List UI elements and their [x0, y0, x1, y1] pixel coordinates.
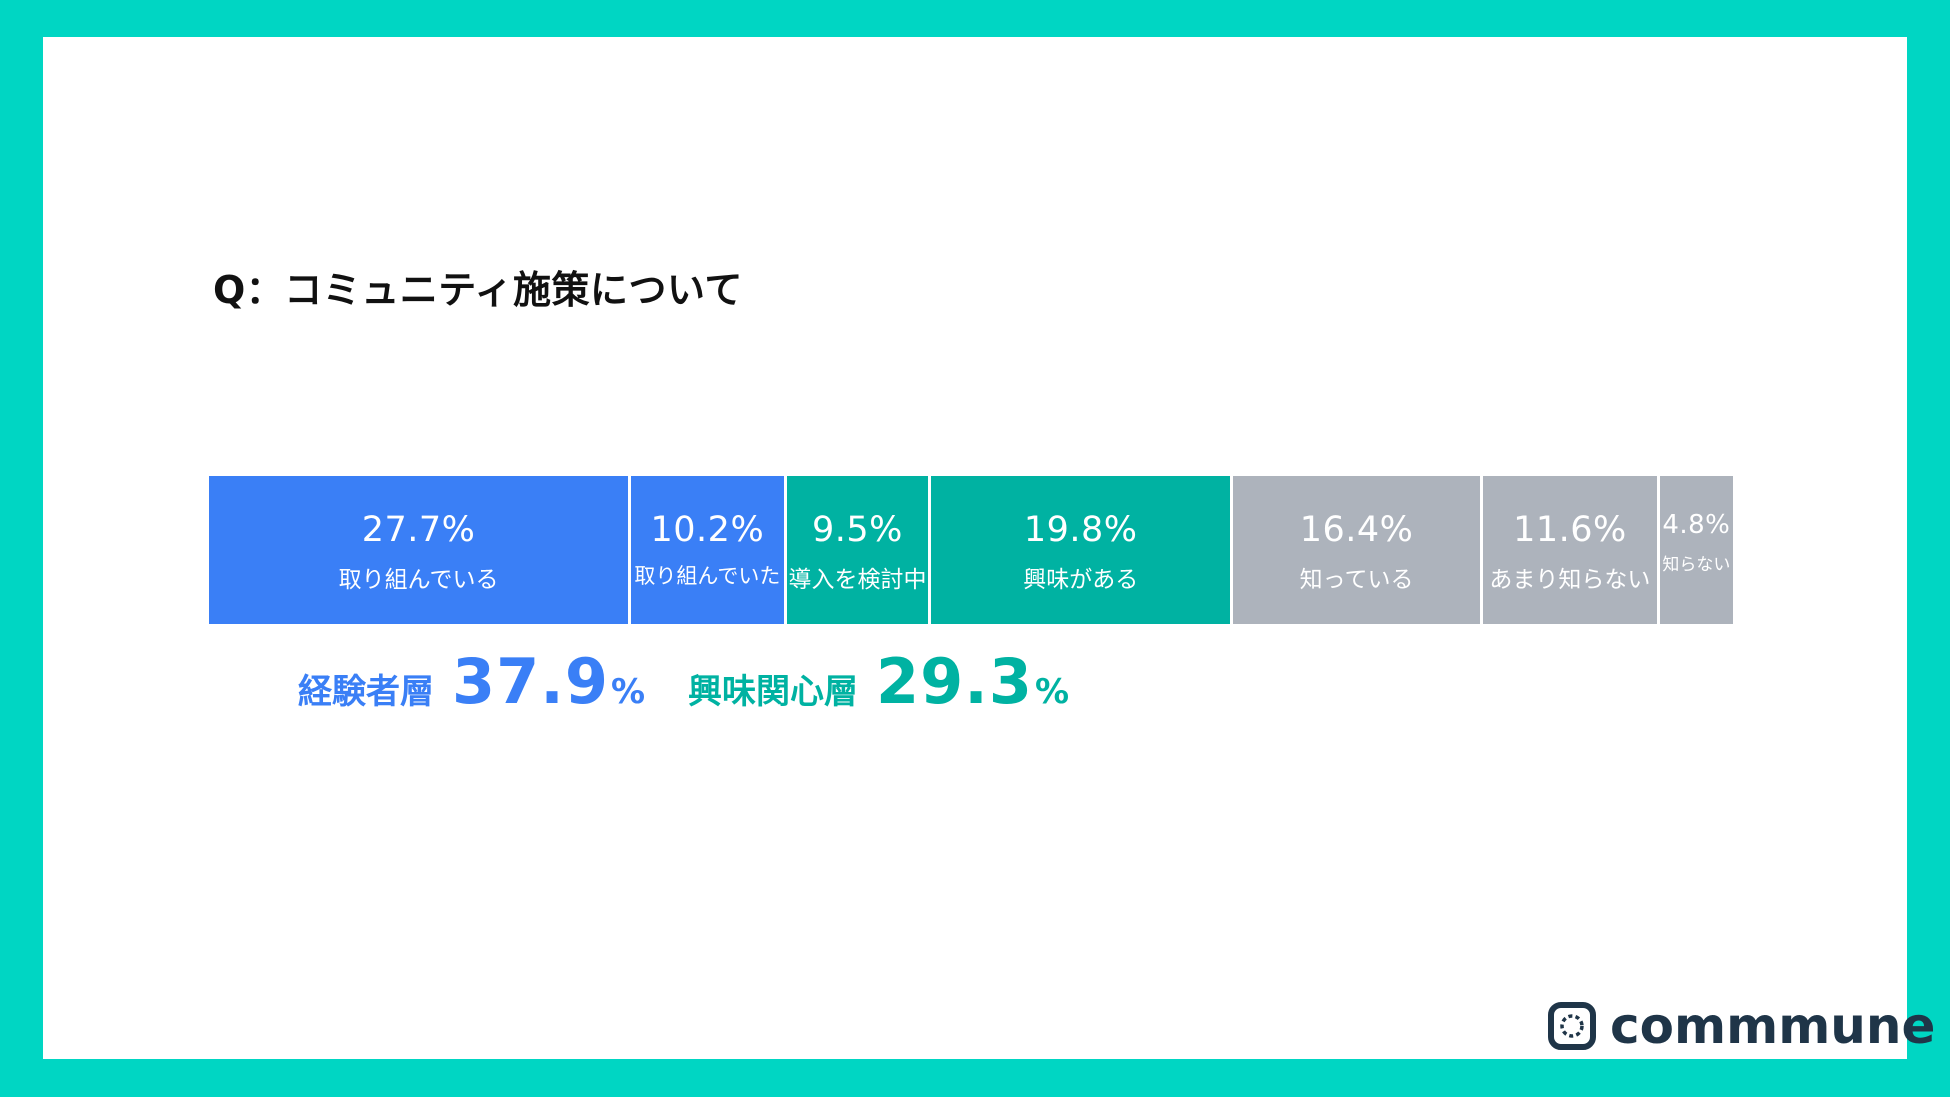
segment-value-label: 9.5%	[812, 510, 903, 550]
group-unit: %	[1034, 672, 1070, 712]
bar-segment: 27.7% 取り組んでいる	[209, 476, 632, 624]
logo-text: commmune	[1610, 997, 1936, 1055]
segment-value-label: 19.8%	[1023, 510, 1138, 550]
segment-category-label: 取り組んでいる	[338, 567, 499, 593]
group-value: 29.3	[876, 645, 1033, 718]
segment-category-label: 興味がある	[1023, 567, 1139, 593]
bar-segment: 10.2% 取り組んでいた	[631, 476, 787, 624]
bar-segment: 19.8% 興味がある	[931, 476, 1234, 624]
segment-category-label: 知っている	[1299, 567, 1414, 593]
group-unit: %	[610, 672, 646, 712]
brand-logo: commmune	[1548, 997, 1935, 1055]
stacked-bar-chart: 27.7% 取り組んでいる 10.2% 取り組んでいた 9.5% 導入を検討中 19.8% 興…	[209, 476, 1733, 624]
bar-segment: 16.4% 知っている	[1233, 476, 1484, 624]
group-value: 37.9	[452, 645, 609, 718]
segment-value-label: 10.2%	[650, 510, 765, 550]
group-summary-interested: 興味関心層 29.3 %	[688, 645, 1069, 718]
bar-segment: 11.6% あまり知らない	[1483, 476, 1660, 624]
group-name: 経験者層	[298, 672, 434, 712]
segment-category-label: 取り組んでいた	[634, 564, 781, 588]
segment-value-label: 11.6%	[1513, 510, 1627, 550]
segment-value-label: 16.4%	[1299, 510, 1414, 550]
segment-category-label: あまり知らない	[1489, 567, 1651, 593]
slide: Q：コミュニティ施策について 27.7% 取り組んでいる 10.2% 取り組んでいた 9…	[43, 37, 1935, 1059]
commune-logo-icon	[1548, 1002, 1596, 1050]
group-summary-experienced: 経験者層 37.9 %	[298, 645, 645, 718]
segment-category-label: 導入を検討中	[788, 567, 927, 593]
bar-segment: 4.8% 知らない	[1659, 476, 1733, 624]
segment-value-label: 4.8%	[1662, 510, 1731, 540]
question-title: Q：コミュニティ施策について	[213, 268, 743, 312]
segment-value-label: 27.7%	[361, 510, 476, 550]
segment-category-label: 知らない	[1662, 555, 1731, 575]
group-name: 興味関心層	[688, 672, 858, 712]
bar-segment: 9.5% 導入を検討中	[786, 476, 932, 624]
